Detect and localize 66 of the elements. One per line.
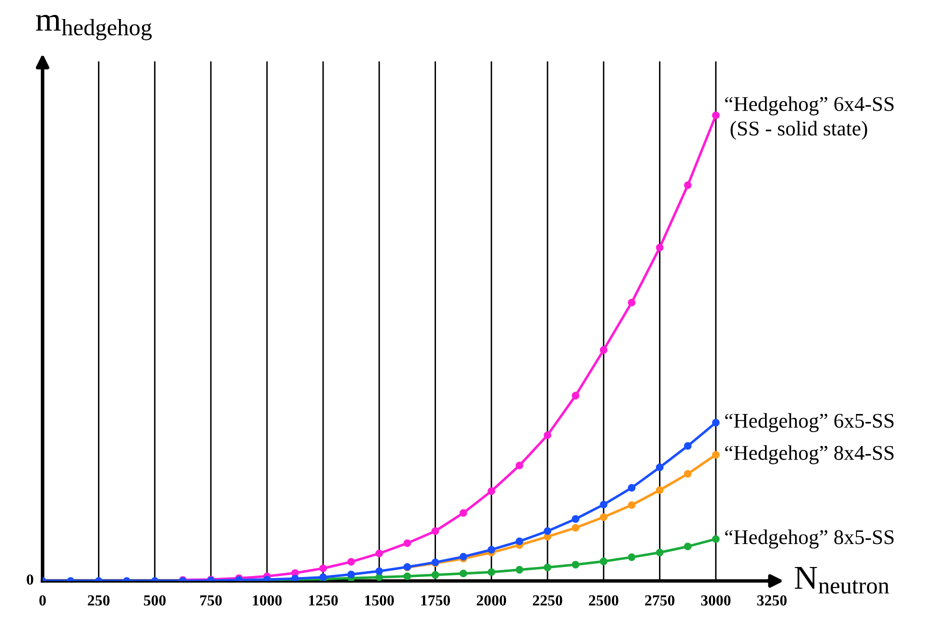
x-tick-label: 3000 bbox=[701, 595, 731, 606]
point bbox=[656, 244, 664, 252]
x-tick-label: 3250 bbox=[757, 595, 787, 606]
point bbox=[712, 418, 720, 426]
x-tick-label: 0 bbox=[39, 595, 46, 606]
point bbox=[656, 486, 664, 494]
point bbox=[516, 566, 524, 574]
point bbox=[628, 298, 636, 306]
point bbox=[431, 527, 440, 535]
point bbox=[460, 509, 468, 517]
point bbox=[431, 571, 440, 579]
point bbox=[319, 564, 327, 572]
x-tick-label: 750 bbox=[200, 595, 222, 606]
x-tick-label: 1250 bbox=[309, 595, 338, 606]
point bbox=[572, 524, 580, 532]
series-label: “Hedgehog” 8x5-SS bbox=[725, 530, 894, 548]
point bbox=[488, 487, 496, 495]
point bbox=[656, 464, 664, 472]
x-tick-label: 1500 bbox=[365, 595, 394, 606]
point bbox=[600, 346, 608, 354]
series-label: “Hedgehog” 6x4-SS bbox=[725, 96, 894, 116]
point bbox=[403, 572, 412, 580]
point bbox=[375, 567, 384, 575]
point bbox=[460, 570, 468, 578]
x-tick-label: 2000 bbox=[476, 595, 506, 606]
x-tick-label: 2500 bbox=[588, 595, 618, 606]
point bbox=[572, 560, 580, 568]
point bbox=[656, 548, 664, 556]
point bbox=[600, 558, 608, 566]
point bbox=[516, 462, 524, 470]
point bbox=[347, 558, 355, 566]
point bbox=[628, 484, 636, 492]
point bbox=[712, 535, 720, 543]
point bbox=[347, 570, 355, 578]
point bbox=[572, 392, 580, 400]
x-tick-label: 500 bbox=[144, 595, 166, 606]
point bbox=[572, 515, 580, 523]
x-tick-label: 2750 bbox=[645, 595, 674, 606]
series-label: “Hedgehog” 6x5-SS bbox=[725, 413, 894, 432]
point bbox=[628, 501, 636, 509]
point bbox=[488, 546, 496, 554]
point bbox=[544, 431, 552, 440]
point bbox=[544, 564, 552, 572]
x-tick-label: 2250 bbox=[532, 595, 562, 606]
point bbox=[488, 568, 496, 576]
point bbox=[600, 500, 608, 508]
point bbox=[712, 112, 720, 120]
series-label: “Hedgehog” 8x4-SS bbox=[725, 445, 894, 464]
y-axis-title: m$_{hedgehog}$ bbox=[36, 14, 152, 40]
annotation: (SS - solid state) bbox=[730, 120, 868, 140]
point bbox=[684, 181, 692, 190]
point bbox=[684, 442, 692, 450]
point bbox=[403, 539, 412, 548]
point bbox=[516, 538, 524, 546]
point bbox=[600, 513, 608, 521]
point bbox=[628, 553, 636, 562]
point bbox=[544, 527, 552, 535]
point bbox=[684, 470, 692, 478]
point bbox=[684, 542, 692, 550]
text: 0 bbox=[26, 574, 34, 585]
x-tick-label: 1000 bbox=[252, 595, 282, 606]
point bbox=[375, 550, 384, 558]
x-tick-label: 250 bbox=[88, 595, 110, 606]
point bbox=[712, 450, 720, 459]
x-axis-title: N$_{neutron}$ bbox=[794, 566, 890, 594]
x-tick-label: 1750 bbox=[421, 595, 450, 606]
